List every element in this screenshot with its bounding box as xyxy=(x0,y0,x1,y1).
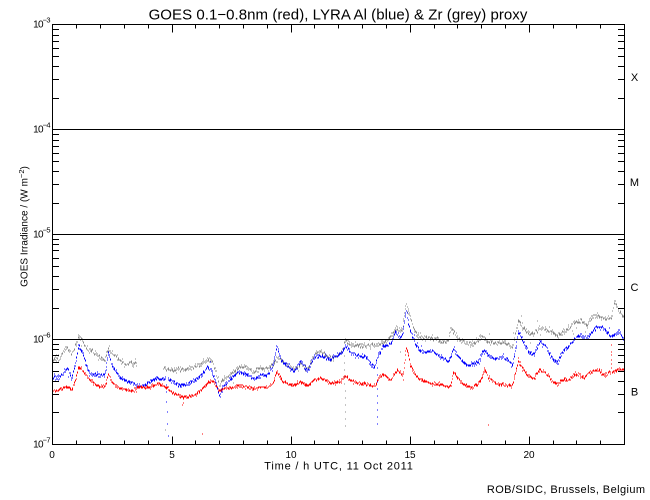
svg-text:15: 15 xyxy=(404,450,416,461)
svg-text:10: 10 xyxy=(33,20,44,31)
svg-text:B: B xyxy=(631,387,638,399)
svg-text:M: M xyxy=(630,177,639,189)
svg-text:10: 10 xyxy=(33,440,44,451)
svg-text:−7: −7 xyxy=(43,436,51,445)
svg-text:ROB/SIDC, Brussels, Belgium: ROB/SIDC, Brussels, Belgium xyxy=(487,484,646,496)
svg-text:10: 10 xyxy=(33,125,44,136)
svg-text:10: 10 xyxy=(33,230,44,241)
svg-text:GOES Irradiance / (W m−2): GOES Irradiance / (W m−2) xyxy=(17,166,31,287)
svg-text:X: X xyxy=(631,72,639,84)
svg-text:−3: −3 xyxy=(43,16,51,25)
svg-text:20: 20 xyxy=(523,450,535,461)
svg-text:10: 10 xyxy=(285,450,297,461)
svg-text:GOES 0.1−0.8nm (red), LYRA Al: GOES 0.1−0.8nm (red), LYRA Al (blue) & Z… xyxy=(149,7,528,24)
svg-text:−4: −4 xyxy=(43,121,51,130)
svg-text:5: 5 xyxy=(169,450,175,461)
svg-text:−5: −5 xyxy=(43,226,51,235)
svg-text:10: 10 xyxy=(33,335,44,346)
svg-text:−6: −6 xyxy=(43,331,51,340)
svg-text:C: C xyxy=(631,282,639,294)
svg-text:Time / h UTC, 11 Oct 2011: Time / h UTC, 11 Oct 2011 xyxy=(264,461,413,473)
svg-text:0: 0 xyxy=(49,450,55,461)
